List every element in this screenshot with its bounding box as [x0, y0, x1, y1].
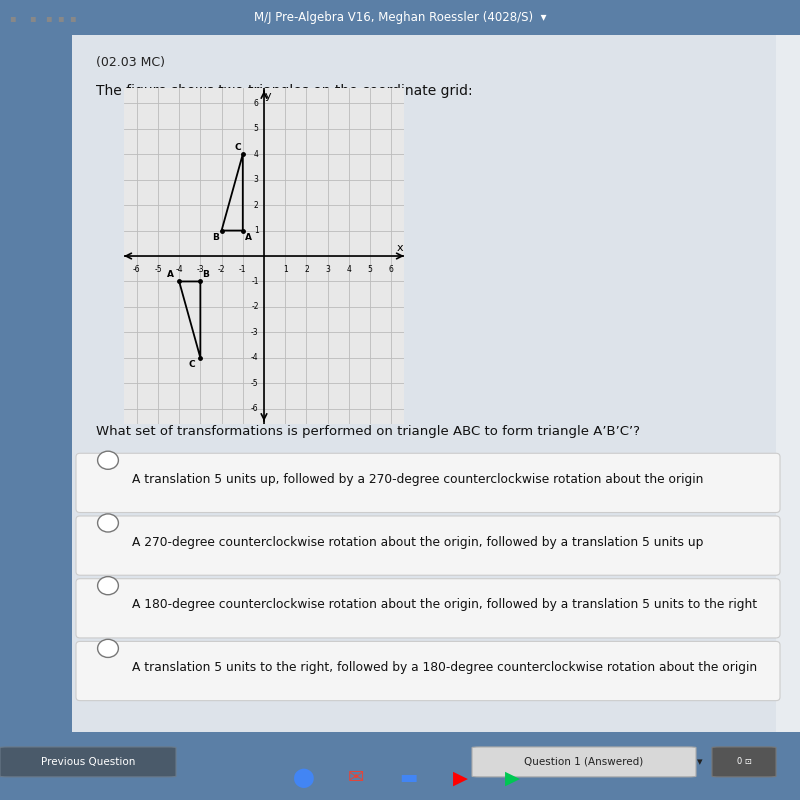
Circle shape: [98, 639, 118, 658]
Text: A: A: [167, 270, 174, 279]
Text: 5: 5: [254, 124, 258, 134]
Text: y: y: [265, 90, 271, 101]
FancyBboxPatch shape: [72, 35, 776, 732]
Text: 2: 2: [304, 265, 309, 274]
Text: A: A: [245, 233, 252, 242]
Text: ▬: ▬: [399, 769, 417, 787]
Text: -1: -1: [239, 265, 246, 274]
Text: 4: 4: [254, 150, 258, 158]
Text: -5: -5: [251, 378, 258, 388]
FancyBboxPatch shape: [76, 454, 780, 513]
Text: 1: 1: [283, 265, 287, 274]
Text: M/J Pre-Algebra V16, Meghan Roessler (4028/S)  ▾: M/J Pre-Algebra V16, Meghan Roessler (40…: [254, 11, 546, 24]
Text: -1: -1: [251, 277, 258, 286]
Text: 6: 6: [254, 98, 258, 108]
Circle shape: [98, 577, 118, 594]
Text: ▪: ▪: [45, 13, 51, 22]
Text: A translation 5 units up, followed by a 270-degree counterclockwise rotation abo: A translation 5 units up, followed by a …: [132, 473, 703, 486]
Text: ⬤: ⬤: [293, 768, 315, 788]
Text: ▶: ▶: [453, 769, 467, 787]
Text: C: C: [189, 360, 195, 370]
FancyBboxPatch shape: [72, 35, 800, 732]
Text: B: B: [202, 270, 210, 279]
Text: 3: 3: [254, 175, 258, 184]
Text: ▪: ▪: [9, 13, 15, 22]
FancyBboxPatch shape: [712, 747, 776, 777]
Text: 3: 3: [325, 265, 330, 274]
Text: ▪: ▪: [29, 13, 35, 22]
Text: -4: -4: [251, 354, 258, 362]
Text: (02.03 MC): (02.03 MC): [96, 56, 165, 69]
FancyBboxPatch shape: [76, 642, 780, 701]
Text: What set of transformations is performed on triangle ABC to form triangle A’B’C’: What set of transformations is performed…: [96, 426, 640, 438]
Text: -5: -5: [154, 265, 162, 274]
Text: -6: -6: [133, 265, 141, 274]
Text: ▪: ▪: [69, 13, 75, 22]
Text: A 180-degree counterclockwise rotation about the origin, followed by a translati: A 180-degree counterclockwise rotation a…: [132, 598, 757, 611]
FancyBboxPatch shape: [76, 516, 780, 575]
Text: Previous Question: Previous Question: [41, 757, 135, 767]
FancyBboxPatch shape: [76, 578, 780, 638]
FancyBboxPatch shape: [0, 747, 176, 777]
Text: ▶: ▶: [505, 769, 519, 787]
Text: 5: 5: [368, 265, 373, 274]
Text: ✉: ✉: [348, 769, 364, 787]
Text: -4: -4: [175, 265, 183, 274]
Text: 4: 4: [346, 265, 351, 274]
Text: A 270-degree counterclockwise rotation about the origin, followed by a translati: A 270-degree counterclockwise rotation a…: [132, 536, 703, 549]
FancyBboxPatch shape: [472, 747, 696, 777]
Text: -3: -3: [197, 265, 204, 274]
Text: ▾: ▾: [697, 757, 703, 767]
Text: -2: -2: [218, 265, 226, 274]
Text: 6: 6: [389, 265, 394, 274]
Circle shape: [98, 514, 118, 532]
Text: 2: 2: [254, 201, 258, 210]
Text: C: C: [234, 142, 241, 152]
Text: A translation 5 units to the right, followed by a 180-degree counterclockwise ro: A translation 5 units to the right, foll…: [132, 661, 757, 674]
Text: Question 1 (Answered): Question 1 (Answered): [524, 757, 644, 767]
Text: -6: -6: [251, 404, 258, 414]
Text: 0 ⊡: 0 ⊡: [737, 758, 751, 766]
Text: x: x: [396, 243, 403, 254]
Text: B: B: [213, 233, 219, 242]
FancyBboxPatch shape: [0, 35, 72, 732]
Text: 1: 1: [254, 226, 258, 235]
Text: ▪: ▪: [57, 13, 63, 22]
Circle shape: [98, 451, 118, 470]
Text: The figure shows two triangles on the coordinate grid:: The figure shows two triangles on the co…: [96, 84, 473, 98]
Text: -2: -2: [251, 302, 258, 311]
Text: -3: -3: [251, 328, 258, 337]
